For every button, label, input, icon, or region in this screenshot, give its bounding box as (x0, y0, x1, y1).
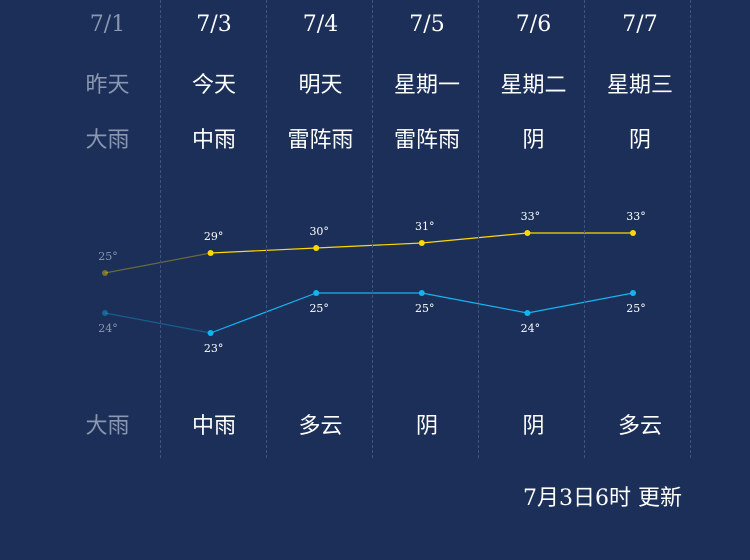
high-temp-label: 31° (415, 220, 435, 233)
date: 7/7 (622, 12, 658, 37)
low-temp-label: 23° (204, 342, 224, 355)
high-line-segment (104, 252, 211, 274)
date: 7/3 (196, 12, 232, 37)
high-temp-label: 33° (521, 210, 541, 223)
date: 7/5 (409, 12, 445, 37)
night-weather: 阴 (415, 414, 438, 439)
high-line-segment (316, 242, 422, 249)
high-line-segment (210, 247, 317, 254)
low-line-segment (421, 292, 528, 314)
low-temp-label: 24° (521, 322, 541, 335)
day-label: 明天 (298, 73, 343, 98)
day-weather: 大雨 (85, 128, 130, 153)
low-temp-label: 24° (98, 322, 118, 335)
day-label: 星期一 (393, 73, 460, 98)
day-weather: 阴 (522, 128, 545, 153)
high-line-segment (421, 232, 528, 244)
night-weather: 多云 (617, 414, 662, 439)
low-point (630, 290, 636, 296)
column-divider (690, 0, 691, 458)
day-weather: 中雨 (191, 128, 236, 153)
column-divider (160, 0, 161, 458)
column-divider (584, 0, 585, 458)
low-temp-label: 25° (309, 302, 329, 315)
low-point (102, 310, 108, 316)
low-line-segment (104, 312, 211, 334)
update-time: 7月3日6时 更新 (523, 486, 682, 511)
date: 7/4 (302, 12, 339, 37)
day-label: 昨天 (85, 73, 130, 98)
day-label: 今天 (191, 73, 236, 98)
day-weather: 阴 (628, 128, 651, 153)
day-weather: 雷阵雨 (287, 128, 354, 153)
high-temp-label: 30° (309, 225, 329, 238)
day-label: 星期三 (606, 73, 673, 98)
night-weather: 阴 (522, 414, 545, 439)
low-line-segment (527, 292, 634, 314)
date: 7/6 (515, 12, 552, 37)
high-temp-label: 25° (98, 250, 118, 263)
low-line-segment (210, 292, 317, 334)
night-weather: 多云 (298, 414, 343, 439)
low-temp-label: 25° (626, 302, 646, 315)
night-weather: 中雨 (191, 414, 236, 439)
column-divider (372, 0, 373, 458)
high-point (630, 230, 636, 236)
high-temp-label: 29° (204, 230, 224, 243)
day-label: 星期二 (500, 73, 567, 98)
day-weather: 雷阵雨 (393, 128, 460, 153)
high-temp-label: 33° (626, 210, 646, 223)
column-divider (478, 0, 479, 458)
column-divider (266, 0, 267, 458)
low-temp-label: 25° (415, 302, 435, 315)
high-point (102, 270, 108, 276)
night-weather: 大雨 (85, 414, 130, 439)
date: 7/1 (89, 12, 126, 37)
